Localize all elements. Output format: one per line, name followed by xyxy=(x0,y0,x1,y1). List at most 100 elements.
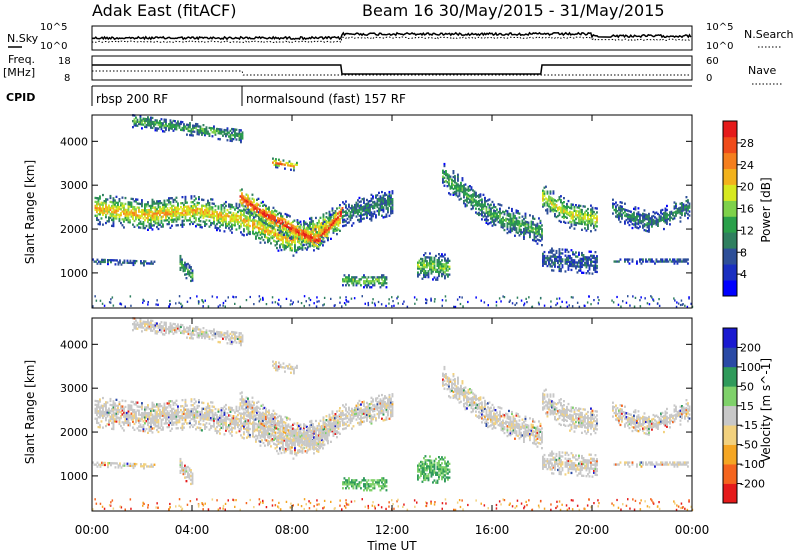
power-noise-cell xyxy=(345,296,347,299)
power-cell xyxy=(514,220,516,223)
power-cell xyxy=(639,219,641,222)
power-cell xyxy=(136,118,139,121)
power-cell xyxy=(385,207,388,210)
power-cell xyxy=(292,238,295,241)
velocity-cell xyxy=(108,409,110,412)
power-cell xyxy=(467,193,470,196)
velocity-cell xyxy=(94,417,97,420)
power-cell xyxy=(591,220,594,223)
power-cell xyxy=(117,203,119,207)
power-cell xyxy=(596,257,598,260)
power-cell xyxy=(527,223,530,226)
power-cell xyxy=(105,208,107,211)
power-cell xyxy=(305,243,308,246)
power-cell xyxy=(493,221,495,224)
power-cell xyxy=(181,221,184,224)
power-cell xyxy=(529,231,531,235)
power-cell xyxy=(214,204,217,208)
power-cell xyxy=(210,214,212,217)
power-cell xyxy=(637,219,640,222)
power-cell xyxy=(503,211,506,214)
power-cell xyxy=(240,139,242,142)
power-cell xyxy=(244,221,247,224)
velocity-cell xyxy=(163,412,166,415)
power-cell xyxy=(183,223,185,226)
power-cell xyxy=(454,177,456,180)
power-cell xyxy=(145,125,148,129)
power-cell xyxy=(273,231,275,234)
power-cell xyxy=(461,185,464,188)
power-cell xyxy=(587,221,589,224)
power-cell xyxy=(289,227,291,230)
power-cell xyxy=(108,216,110,219)
power-cell xyxy=(364,209,367,212)
power-cell xyxy=(181,213,184,217)
power-cell xyxy=(319,234,321,237)
power-cell xyxy=(441,269,443,272)
power-cell xyxy=(313,237,315,240)
power-cell xyxy=(222,220,224,223)
power-cell xyxy=(455,194,458,197)
power-cell xyxy=(351,214,353,217)
power-cell xyxy=(130,205,133,208)
power-cell xyxy=(548,263,550,266)
power-cell xyxy=(162,209,164,212)
power-cell xyxy=(591,272,594,275)
power-cell xyxy=(111,218,113,222)
velocity-cell xyxy=(150,419,152,422)
power-cell xyxy=(424,258,427,261)
velocity-cell xyxy=(154,421,157,424)
power-cell xyxy=(271,221,273,224)
power-cell xyxy=(220,223,223,226)
power-cell xyxy=(545,256,547,260)
power-cell xyxy=(159,202,161,205)
power-cell xyxy=(169,127,172,130)
power-cell xyxy=(576,210,579,213)
power-cell xyxy=(372,280,374,283)
power-cell xyxy=(276,166,279,169)
power-cell xyxy=(280,248,283,252)
power-cell xyxy=(191,271,194,274)
power-cell xyxy=(189,217,191,220)
power-cell xyxy=(479,193,482,196)
power-cell xyxy=(229,217,232,220)
power-cell xyxy=(360,200,362,203)
power-cell xyxy=(157,217,160,221)
power-cell xyxy=(274,215,276,218)
power-cell xyxy=(558,250,561,253)
power-cell xyxy=(148,212,151,216)
velocity-cell xyxy=(189,410,191,413)
power-cell xyxy=(177,212,179,215)
power-cell xyxy=(366,208,368,211)
power-cell xyxy=(231,203,233,207)
power-cell xyxy=(210,215,212,219)
power-cell xyxy=(566,212,568,216)
power-cell xyxy=(333,228,335,231)
power-cell xyxy=(172,214,175,217)
power-cell xyxy=(247,210,250,213)
power-cell xyxy=(292,234,295,237)
power-cell xyxy=(268,239,271,242)
power-cell xyxy=(294,243,296,247)
power-cell xyxy=(226,209,229,212)
power-cell xyxy=(139,216,142,219)
power-cell xyxy=(222,222,224,225)
power-noise-cell xyxy=(156,299,158,302)
velocity-cell xyxy=(187,410,190,413)
power-cell xyxy=(247,208,250,211)
velocity-cell xyxy=(106,401,109,404)
velocity-cell xyxy=(163,416,166,419)
power-cell xyxy=(542,260,544,263)
velocity-cell xyxy=(144,412,146,415)
power-cell xyxy=(447,257,449,260)
power-cell xyxy=(154,210,157,213)
power-cell xyxy=(672,217,674,221)
power-cell xyxy=(591,218,594,221)
power-cell xyxy=(384,200,386,203)
power-cell xyxy=(631,222,634,226)
power-cell xyxy=(177,208,179,211)
power-cell xyxy=(570,215,573,218)
power-cell xyxy=(205,223,208,226)
velocity-cell xyxy=(112,420,115,423)
